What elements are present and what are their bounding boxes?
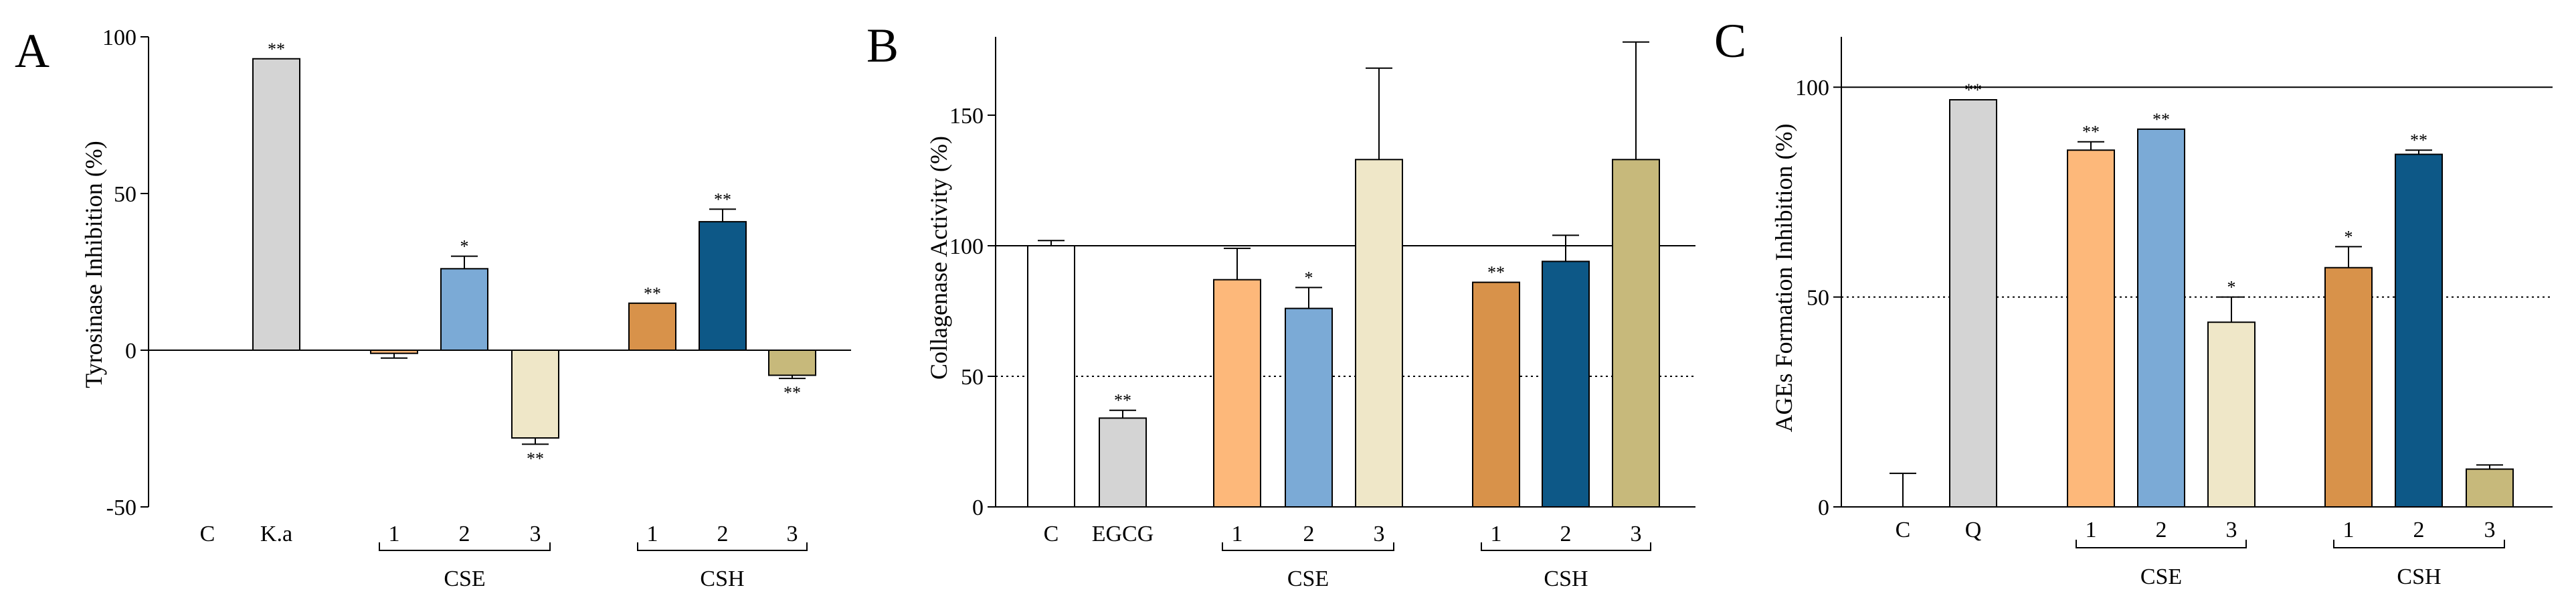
panel-a-category-label-7: 2	[717, 522, 729, 546]
panel-c-y-tick-label: 0	[1818, 496, 1829, 520]
panel-c-significance-label-7: **	[2410, 131, 2427, 150]
panel-a-y-tick-label: 0	[125, 339, 136, 364]
panel-b-bar-3	[1213, 279, 1261, 508]
panel-c-significance-label-2: **	[1964, 80, 1982, 100]
panel-c-bar-2	[1949, 99, 1997, 508]
panel-c-category-label-6: 1	[2343, 518, 2355, 542]
panel-b-y-tick-label: 150	[949, 104, 984, 129]
panel-a-bar-6	[628, 302, 676, 351]
panel-a-significance-label-4: *	[460, 237, 469, 256]
panel-c-bar-4	[2137, 128, 2185, 508]
panel-c-group-label-2: CSH	[2397, 564, 2441, 589]
panel-a-bar-4	[440, 268, 488, 352]
panel-letter-c: C	[1714, 14, 1746, 68]
panel-a-significance-label-5: **	[527, 449, 544, 468]
panel-b-y-tick-label: 100	[949, 234, 984, 259]
panel-b-y-axis-title: Collagenase Activity (%)	[925, 136, 952, 380]
panel-b-category-label-4: 2	[1303, 522, 1315, 546]
panel-a-group-bracket-2	[637, 542, 808, 551]
panel-c-group-label-1: CSE	[2140, 564, 2182, 589]
panel-c-category-label-8: 3	[2484, 518, 2496, 542]
panel-a-bar-7	[699, 221, 747, 351]
panel-c-bar-6	[2324, 267, 2373, 508]
panel-a-significance-label-2: **	[268, 40, 285, 59]
panel-b-bar-6	[1472, 281, 1520, 508]
panel-a-bar-5	[511, 350, 559, 439]
panel-a-significance-label-6: **	[644, 284, 661, 303]
panel-letter-a: A	[15, 24, 50, 78]
panel-a-y-tick-label: 100	[102, 25, 136, 50]
panel-b-category-label-8: 3	[1631, 522, 1642, 546]
panel-c-y-axis-title: AGEs Formation Inhibition (%)	[1770, 124, 1797, 433]
panel-a-category-label-6: 1	[647, 522, 658, 546]
panel-b-significance-label-6: **	[1487, 263, 1505, 283]
panel-c-y-tick-label: 50	[1807, 286, 1829, 311]
panel-c-category-label-4: 2	[2156, 518, 2167, 542]
panel-a-category-label-1: C	[200, 522, 215, 546]
panel-a-significance-label-7: **	[714, 189, 731, 209]
panel-b-significance-label-4: *	[1305, 268, 1313, 287]
panel-a-category-label-2: K.a	[260, 522, 292, 546]
panel-c-category-label-1: C	[1896, 518, 1911, 542]
panel-b-y-tick-label: 0	[972, 496, 984, 520]
panel-b-bar-4	[1285, 307, 1333, 508]
panel-c-bar-3	[2067, 149, 2115, 508]
panel-c: C AGEs Formation Inhibition (%) 100 50 0 C *…	[1714, 14, 2553, 589]
panel-c-significance-label-6: *	[2344, 227, 2353, 246]
panel-c-group-bracket-1	[2076, 540, 2247, 548]
panel-a-category-label-8: 3	[787, 522, 798, 546]
panel-b-category-label-5: 3	[1374, 522, 1385, 546]
panel-b: B Collagenase Activity (%) 150 100 50 0 C ** E…	[866, 19, 1695, 591]
panel-c-bar-8	[2466, 468, 2514, 508]
panel-a-category-label-5: 3	[530, 522, 541, 546]
panel-a-significance-label-8: **	[784, 383, 801, 402]
panel-b-category-label-2: EGCG	[1092, 522, 1154, 546]
panel-b-bar-5	[1355, 159, 1403, 508]
panel-c-category-label-3: 1	[2086, 518, 2097, 542]
panel-b-category-label-3: 1	[1232, 522, 1243, 546]
panel-b-significance-label-2: **	[1114, 391, 1131, 410]
panel-a-bar-8	[768, 350, 816, 376]
panel-a-y-tick-label: -50	[106, 496, 136, 520]
panel-b-group-bracket-2	[1481, 542, 1651, 551]
panel-a-plot: 100 50 0 -50 C ** K.a 1 * 2 ** 3 ** 1 ** 2 ** 3 CSE CSH	[102, 25, 851, 591]
panel-c-bar-5	[2207, 321, 2256, 508]
panel-b-y-tick-label: 50	[961, 365, 984, 390]
panel-a-bar-2	[252, 58, 300, 351]
panel-a-category-label-3: 1	[389, 522, 400, 546]
panel-letter-b: B	[866, 19, 899, 72]
panel-c-category-label-2: Q	[1965, 518, 1982, 542]
panel-b-bar-8	[1612, 159, 1660, 508]
panel-a-bar-3	[370, 350, 418, 354]
panel-b-category-label-7: 2	[1560, 522, 1572, 546]
panel-b-bar-2	[1099, 417, 1147, 508]
panel-c-significance-label-3: **	[2082, 123, 2100, 142]
panel-b-plot: 150 100 50 0 C ** EGCG 1 * 2 3 ** 1 2 3 CSE CSH	[949, 37, 1695, 591]
panel-c-significance-label-4: **	[2152, 110, 2170, 129]
panel-a: A Tyrosinase Inhibition (%) 100500-50C**…	[15, 24, 851, 591]
panel-c-group-bracket-2	[2333, 540, 2505, 548]
panel-b-bar-1	[1027, 245, 1075, 508]
panel-c-plot: 100 50 0 C ** Q ** 1 ** 2 * 3 * 1 ** 2 3 CSE CSH	[1795, 37, 2553, 589]
panel-a-y-tick-label: 50	[114, 182, 136, 207]
panel-a-group-label-1: CSE	[444, 566, 485, 591]
panel-c-significance-label-5: *	[2227, 278, 2236, 297]
panel-c-category-label-5: 3	[2226, 518, 2237, 542]
panel-b-group-label-2: CSH	[1544, 566, 1588, 591]
panel-a-group-label-2: CSH	[700, 566, 744, 591]
panel-b-group-bracket-1	[1222, 542, 1394, 551]
panel-b-category-label-1: C	[1044, 522, 1059, 546]
panel-a-group-bracket-1	[379, 542, 551, 551]
panel-b-bar-7	[1542, 260, 1590, 508]
panel-c-category-label-7: 2	[2413, 518, 2425, 542]
panel-b-category-label-6: 1	[1491, 522, 1502, 546]
panel-c-bar-7	[2395, 153, 2443, 508]
panel-b-group-label-1: CSE	[1287, 566, 1329, 591]
panel-a-y-axis-title: Tyrosinase Inhibition (%)	[80, 141, 107, 388]
panel-a-category-label-4: 2	[459, 522, 470, 546]
panel-c-y-tick-label: 100	[1795, 76, 1829, 100]
